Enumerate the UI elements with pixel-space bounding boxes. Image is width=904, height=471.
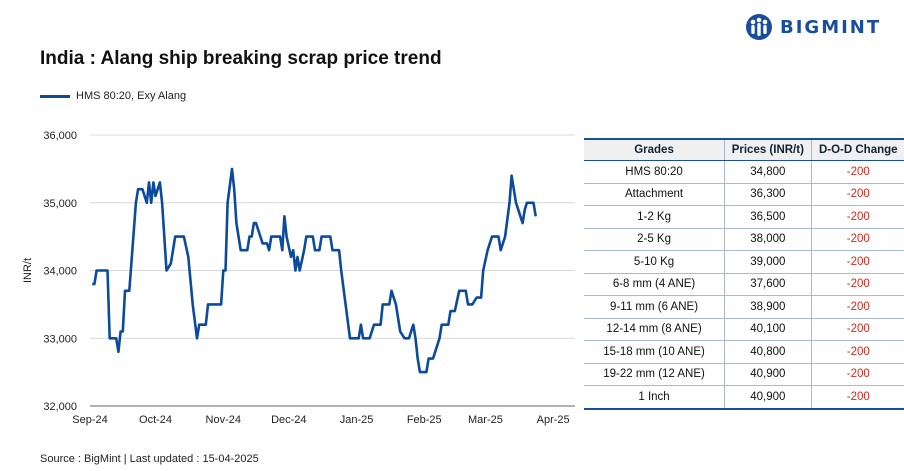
grade-cell: Attachment	[584, 183, 725, 206]
table-row: HMS 80:20 34,800 -200	[584, 160, 904, 184]
x-tick-label: Oct-24	[139, 414, 172, 426]
y-tick-label: 36,000	[43, 130, 77, 142]
grade-cell: 9-11 mm (6 ANE)	[584, 295, 725, 319]
legend-swatch	[40, 94, 70, 98]
header-dod-change: D-O-D Change	[811, 138, 904, 161]
price-cell: 36,500	[724, 205, 812, 229]
grade-cell: 1 Inch	[584, 385, 725, 410]
grade-cell: 2-5 Kg	[584, 228, 725, 251]
bigmint-logo: BIGMINT	[744, 13, 881, 41]
x-tick-label: Jan-25	[340, 414, 374, 426]
grades-price-table: Grades Prices (INR/t) D-O-D Change HMS 8…	[584, 138, 904, 410]
change-cell: -200	[811, 295, 904, 319]
change-cell: -200	[811, 318, 904, 341]
table-row: 1 Inch 40,900 -200	[584, 385, 904, 410]
grade-cell: 15-18 mm (10 ANE)	[584, 340, 725, 364]
bigmint-people-icon	[746, 14, 772, 40]
price-cell: 40,800	[724, 340, 812, 364]
grade-cell: 5-10 Kg	[584, 250, 725, 274]
change-cell: -200	[811, 273, 904, 296]
price-cell: 34,800	[724, 160, 812, 184]
chart-legend: HMS 80:20, Exy Alang	[40, 90, 186, 102]
grade-cell: 1-2 Kg	[584, 205, 725, 229]
table-row: 19-22 mm (12 ANE) 40,900 -200	[584, 363, 904, 386]
y-tick-label: 32,000	[43, 401, 77, 413]
y-tick-label: 33,000	[43, 333, 77, 345]
x-tick-label: Dec-24	[271, 414, 306, 426]
table-header-row: Grades Prices (INR/t) D-O-D Change	[584, 138, 904, 161]
y-axis-label: INR/t	[22, 258, 34, 283]
y-tick-label: 35,000	[43, 198, 77, 210]
x-tick-label: Apr-25	[537, 414, 570, 426]
legend-label: HMS 80:20, Exy Alang	[76, 90, 187, 102]
series-line-hms-80-20	[92, 167, 537, 374]
table-row: 12-14 mm (8 ANE) 40,100 -200	[584, 318, 904, 341]
table-row: 5-10 Kg 39,000 -200	[584, 250, 904, 274]
table-row: 6-8 mm (4 ANE) 37,600 -200	[584, 273, 904, 296]
table-row: 9-11 mm (6 ANE) 38,900 -200	[584, 295, 904, 319]
x-tick-label: Feb-25	[407, 414, 442, 426]
grade-cell: HMS 80:20	[584, 160, 725, 184]
x-tick-label: Nov-24	[206, 414, 241, 426]
grade-cell: 6-8 mm (4 ANE)	[584, 273, 725, 296]
change-cell: -200	[811, 183, 904, 206]
chart-title: India : Alang ship breaking scrap price …	[40, 48, 442, 69]
price-line-chart: 32,000 33,000 34,000 35,000 36,000 Sep-24 Oct-…	[22, 130, 575, 426]
header-grades: Grades	[584, 138, 725, 161]
price-cell: 38,000	[724, 228, 812, 251]
change-cell: -200	[811, 205, 904, 229]
price-cell: 39,000	[724, 250, 812, 274]
price-cell: 40,100	[724, 318, 812, 341]
y-tick-label: 34,000	[43, 266, 77, 278]
x-tick-label: Mar-25	[468, 414, 503, 426]
change-cell: -200	[811, 228, 904, 251]
table-row: 15-18 mm (10 ANE) 40,800 -200	[584, 340, 904, 364]
change-cell: -200	[811, 363, 904, 386]
change-cell: -200	[811, 160, 904, 184]
table-row: 2-5 Kg 38,000 -200	[584, 228, 904, 251]
source-note: Source : BigMint | Last updated : 15-04-…	[40, 453, 259, 465]
change-cell: -200	[811, 340, 904, 364]
price-cell: 36,300	[724, 183, 812, 206]
table-row: 1-2 Kg 36,500 -200	[584, 205, 904, 229]
brand-name: BIGMINT	[780, 16, 882, 38]
change-cell: -200	[811, 385, 904, 410]
price-cell: 38,900	[724, 295, 812, 319]
price-cell: 40,900	[724, 363, 812, 386]
price-cell: 40,900	[724, 385, 812, 410]
price-cell: 37,600	[724, 273, 812, 296]
grade-cell: 19-22 mm (12 ANE)	[584, 363, 725, 386]
table-row: Attachment 36,300 -200	[584, 183, 904, 206]
change-cell: -200	[811, 250, 904, 274]
grade-cell: 12-14 mm (8 ANE)	[584, 318, 725, 341]
x-tick-label: Sep-24	[72, 414, 107, 426]
header-prices: Prices (INR/t)	[724, 138, 812, 161]
